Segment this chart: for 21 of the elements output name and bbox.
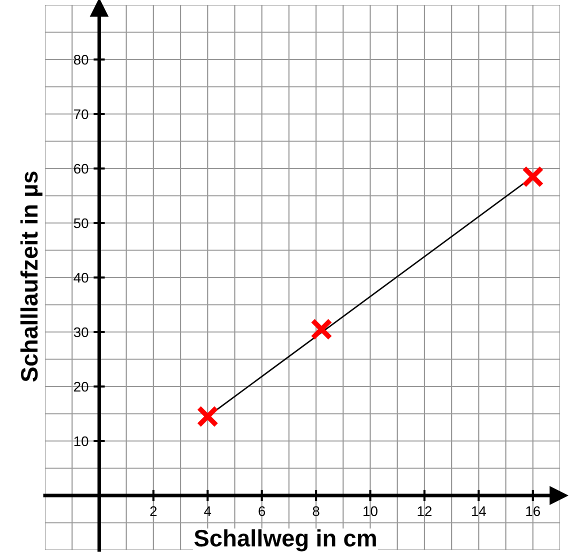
y-tick-label: 70	[74, 109, 88, 120]
x-axis-title: Schallweg in cm	[194, 529, 376, 552]
x-tick-label: 4	[204, 506, 212, 516]
y-tick-label: 10	[74, 436, 88, 446]
x-tick-label: 8	[312, 506, 320, 516]
y-tick-label: 30	[74, 327, 88, 338]
x-tick-label: 12	[418, 506, 432, 516]
y-tick-label: 20	[74, 382, 88, 392]
y-tick-label: 80	[74, 54, 88, 65]
x-tick-label: 6	[258, 506, 266, 516]
point	[522, 166, 544, 188]
y-tick-label: 40	[74, 272, 88, 283]
point	[310, 318, 332, 340]
x-tick-label: 10	[364, 506, 378, 516]
x-tick-label: 16	[526, 506, 540, 516]
y-axis-title: Schalllaufzeit in µs	[20, 172, 42, 382]
x-tick-label: 14	[472, 506, 486, 516]
y-tick-label: 50	[74, 218, 88, 228]
point	[196, 406, 219, 428]
x-tick-label: 2	[150, 506, 157, 516]
y-tick-label: 60	[74, 164, 88, 174]
